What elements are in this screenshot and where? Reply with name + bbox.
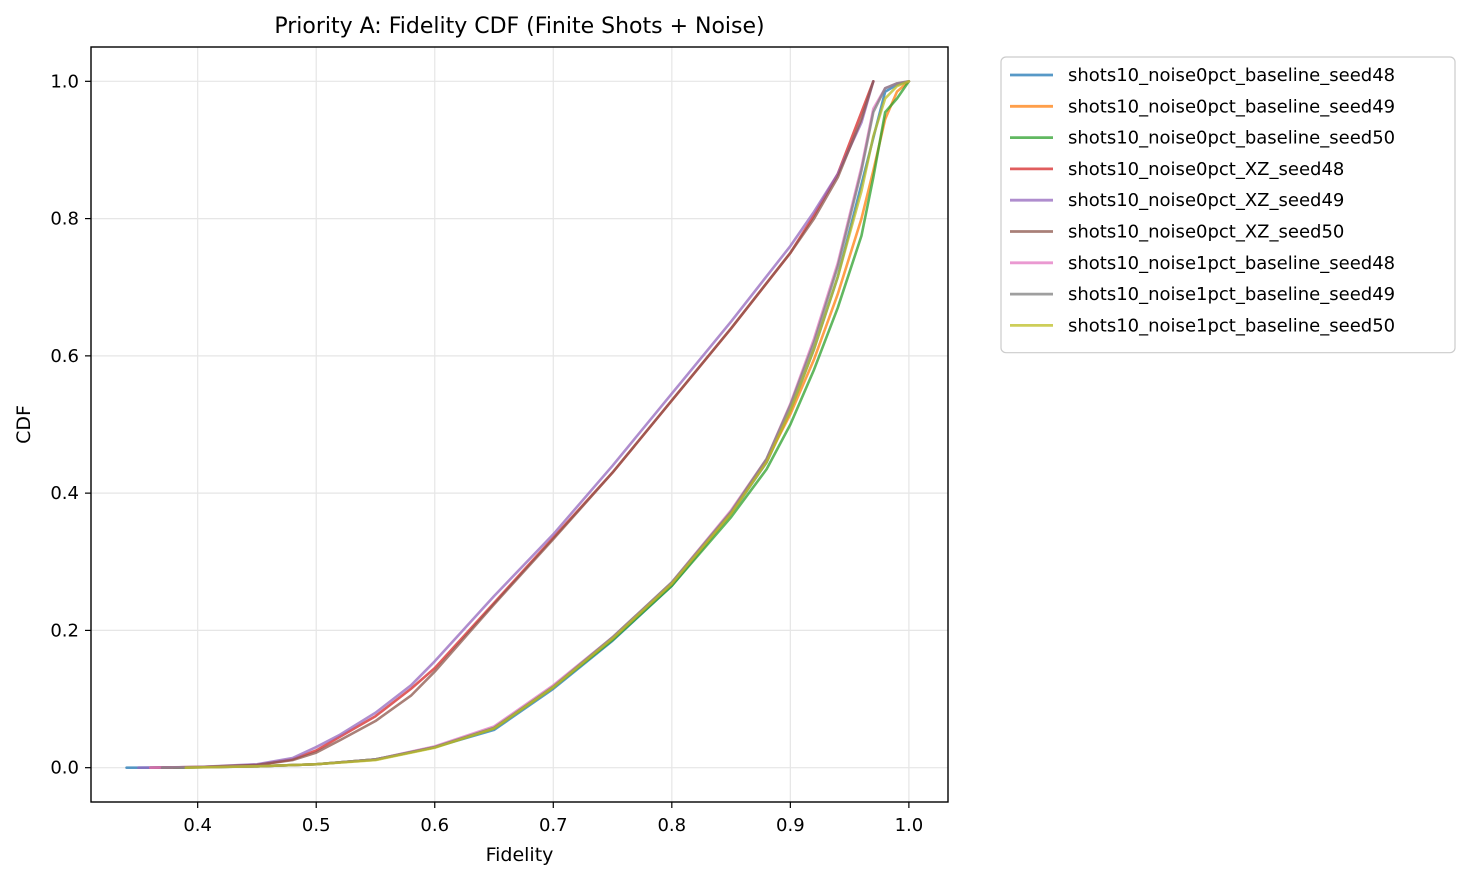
y-tick-label: 1.0 bbox=[50, 71, 79, 92]
x-tick-label: 0.6 bbox=[420, 815, 449, 836]
x-axis-label: Fidelity bbox=[486, 844, 554, 866]
chart-title: Priority A: Fidelity CDF (Finite Shots +… bbox=[274, 14, 764, 39]
x-tick-label: 0.5 bbox=[302, 815, 331, 836]
legend-box bbox=[1000, 56, 1456, 354]
legend-label: shots10_noise0pct_XZ_seed48 bbox=[1068, 159, 1344, 180]
legend-item: shots10_noise1pct_baseline_seed49 bbox=[1010, 284, 1395, 305]
legend-label: shots10_noise0pct_baseline_seed50 bbox=[1068, 128, 1395, 149]
y-tick-label: 0.2 bbox=[50, 620, 79, 641]
series-lines bbox=[125, 80, 911, 769]
legend-item: shots10_noise0pct_baseline_seed50 bbox=[1010, 128, 1395, 149]
legend-label: shots10_noise0pct_baseline_seed49 bbox=[1068, 96, 1395, 117]
series-line-5 bbox=[137, 80, 875, 769]
y-tick-label: 0.0 bbox=[50, 758, 79, 779]
legend-item: shots10_noise0pct_baseline_seed48 bbox=[1010, 65, 1395, 86]
x-tick-label: 1.0 bbox=[895, 815, 924, 836]
series-line-6 bbox=[148, 80, 875, 769]
y-axis-label: CDF bbox=[13, 405, 35, 444]
legend-label: shots10_noise0pct_XZ_seed50 bbox=[1068, 222, 1344, 243]
legend-item: shots10_noise0pct_XZ_seed48 bbox=[1010, 159, 1344, 180]
legend-item: shots10_noise1pct_baseline_seed48 bbox=[1010, 253, 1395, 274]
legend-label: shots10_noise1pct_baseline_seed50 bbox=[1068, 315, 1395, 336]
legend-label: shots10_noise1pct_baseline_seed48 bbox=[1068, 253, 1395, 274]
x-tick-label: 0.7 bbox=[539, 815, 568, 836]
x-tick-label: 0.4 bbox=[183, 815, 212, 836]
y-tick-label: 0.6 bbox=[50, 346, 79, 367]
legend-item: shots10_noise0pct_XZ_seed50 bbox=[1010, 222, 1344, 243]
y-tick-label: 0.8 bbox=[50, 209, 79, 230]
series-line-9 bbox=[184, 80, 911, 769]
legend-label: shots10_noise0pct_baseline_seed48 bbox=[1068, 65, 1395, 86]
x-tick-label: 0.9 bbox=[776, 815, 805, 836]
legend-label: shots10_noise0pct_XZ_seed49 bbox=[1068, 190, 1344, 211]
legend-item: shots10_noise1pct_baseline_seed50 bbox=[1010, 315, 1395, 336]
y-tick-label: 0.4 bbox=[50, 483, 79, 504]
legend-item: shots10_noise0pct_baseline_seed49 bbox=[1010, 96, 1395, 117]
ticks: 0.4 0.5 0.6 0.7 0.8 0.9 1.0 0.0 0.2 0.4 0.6 0.8 1.0 bbox=[50, 71, 923, 836]
legend-item: shots10_noise0pct_XZ_seed49 bbox=[1010, 190, 1344, 211]
legend: shots10_noise0pct_baseline_seed48 shots10… bbox=[1000, 56, 1456, 354]
plot-frame bbox=[90, 46, 949, 803]
x-tick-label: 0.8 bbox=[657, 815, 686, 836]
legend-label: shots10_noise1pct_baseline_seed49 bbox=[1068, 284, 1395, 305]
